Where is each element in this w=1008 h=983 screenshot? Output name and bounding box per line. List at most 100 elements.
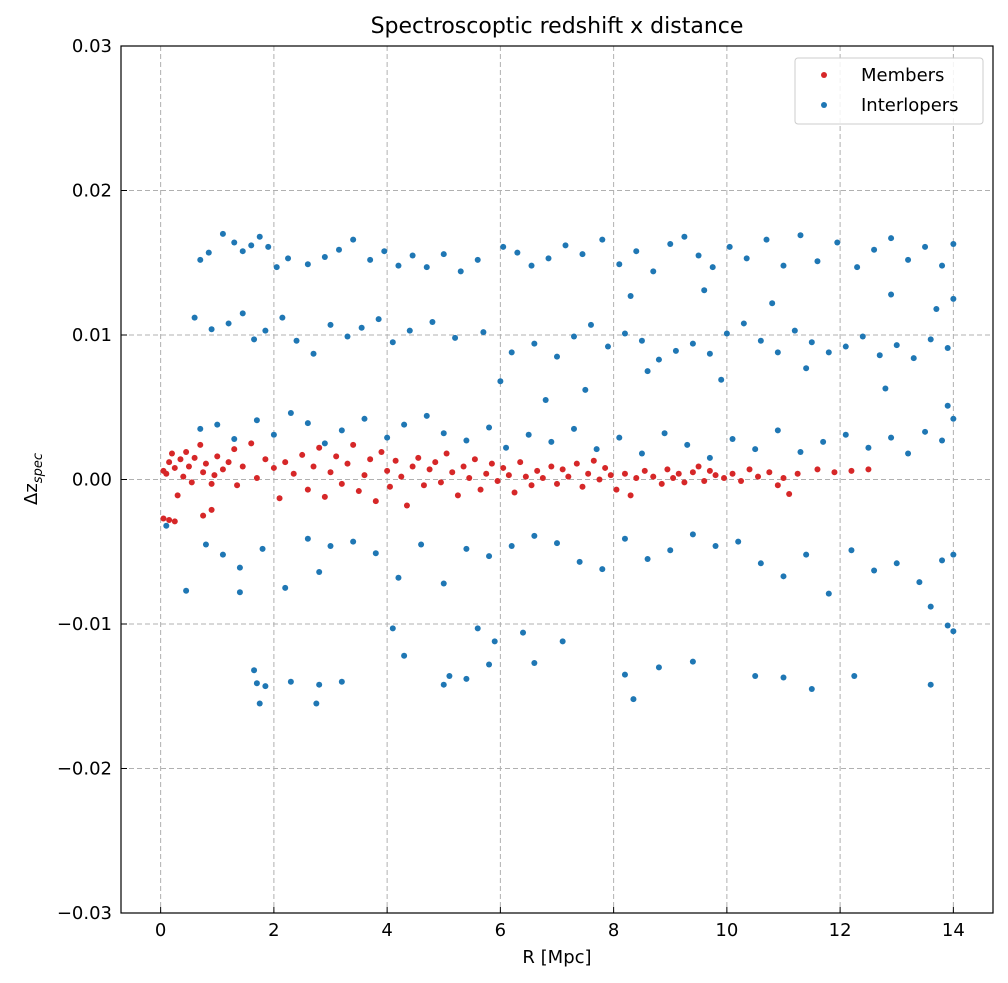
point-members <box>701 477 708 484</box>
point-members <box>321 493 328 500</box>
point-members <box>208 506 215 513</box>
point-members <box>372 498 379 505</box>
point-members <box>276 495 283 502</box>
point-interlopers <box>944 402 951 409</box>
point-interlopers <box>310 350 317 357</box>
point-members <box>738 477 745 484</box>
point-interlopers <box>440 251 447 258</box>
point-interlopers <box>882 385 889 392</box>
point-interlopers <box>599 236 606 243</box>
point-interlopers <box>316 568 323 575</box>
point-members <box>466 475 473 482</box>
y-tick-label: 0.00 <box>72 470 112 491</box>
point-interlopers <box>616 434 623 441</box>
point-interlopers <box>621 330 628 337</box>
point-interlopers <box>579 251 586 258</box>
point-members <box>248 440 255 447</box>
point-members <box>270 464 277 471</box>
point-interlopers <box>344 333 351 340</box>
point-interlopers <box>709 264 716 271</box>
point-members <box>168 450 175 457</box>
point-interlopers <box>905 450 912 457</box>
point-members <box>188 479 195 486</box>
point-members <box>234 482 241 489</box>
chart-title: Spectroscoptic redshift x distance <box>371 14 744 39</box>
point-interlopers <box>531 532 538 539</box>
data-points <box>160 230 957 707</box>
axis-ticks: 0 2 4 6 8 10 12 14 −0.03 −0.02 −0.01 0.00 0.01 0.02 0.… <box>57 36 965 941</box>
point-members <box>477 486 484 493</box>
point-interlopers <box>548 438 555 445</box>
point-members <box>409 463 416 470</box>
point-interlopers <box>593 446 600 453</box>
point-members <box>316 444 323 451</box>
point-members <box>471 456 478 463</box>
point-members <box>177 456 184 463</box>
point-interlopers <box>910 355 917 362</box>
point-members <box>282 459 289 466</box>
point-interlopers <box>239 310 246 317</box>
point-interlopers <box>950 415 957 422</box>
point-interlopers <box>718 376 725 383</box>
x-tick-label: 10 <box>715 920 738 941</box>
point-interlopers <box>503 444 510 451</box>
point-interlopers <box>381 248 388 255</box>
point-interlopers <box>429 318 436 325</box>
point-members <box>721 475 728 482</box>
point-members <box>613 486 620 493</box>
point-interlopers <box>270 431 277 438</box>
point-members <box>415 454 422 461</box>
point-members <box>579 483 586 490</box>
point-interlopers <box>418 541 425 548</box>
point-members <box>171 518 178 525</box>
point-interlopers <box>774 349 781 356</box>
point-interlopers <box>576 558 583 565</box>
point-interlopers <box>752 446 759 453</box>
point-interlopers <box>661 430 668 437</box>
point-members <box>166 459 173 466</box>
point-interlopers <box>463 675 470 682</box>
point-interlopers <box>871 567 878 574</box>
point-interlopers <box>927 603 934 610</box>
point-interlopers <box>791 327 798 334</box>
point-interlopers <box>712 542 719 549</box>
point-interlopers <box>689 531 696 538</box>
point-interlopers <box>262 327 269 334</box>
x-tick-label: 2 <box>268 920 279 941</box>
point-members <box>650 473 657 480</box>
point-interlopers <box>630 696 637 703</box>
point-members <box>539 475 546 482</box>
point-members <box>202 460 209 467</box>
point-interlopers <box>440 681 447 688</box>
point-interlopers <box>706 454 713 461</box>
point-interlopers <box>939 557 946 564</box>
point-members <box>517 459 524 466</box>
point-members <box>483 470 490 477</box>
point-members <box>333 453 340 460</box>
point-interlopers <box>599 566 606 573</box>
point-interlopers <box>893 342 900 349</box>
point-interlopers <box>219 230 226 237</box>
legend-marker-interlopers <box>821 102 827 108</box>
point-interlopers <box>888 434 895 441</box>
point-members <box>392 457 399 464</box>
point-members <box>488 460 495 467</box>
point-interlopers <box>950 240 957 247</box>
legend-label-members: Members <box>861 65 944 86</box>
point-members <box>239 463 246 470</box>
point-members <box>729 470 736 477</box>
point-interlopers <box>338 678 345 685</box>
point-interlopers <box>834 239 841 246</box>
point-members <box>534 467 541 474</box>
point-interlopers <box>726 243 733 250</box>
point-interlopers <box>757 560 764 567</box>
point-interlopers <box>842 343 849 350</box>
point-members <box>214 453 221 460</box>
point-interlopers <box>304 420 311 427</box>
point-members <box>675 470 682 477</box>
point-interlopers <box>321 440 328 447</box>
x-tick-label: 6 <box>495 920 506 941</box>
point-members <box>573 460 580 467</box>
point-members <box>180 473 187 480</box>
point-interlopers <box>256 700 263 707</box>
